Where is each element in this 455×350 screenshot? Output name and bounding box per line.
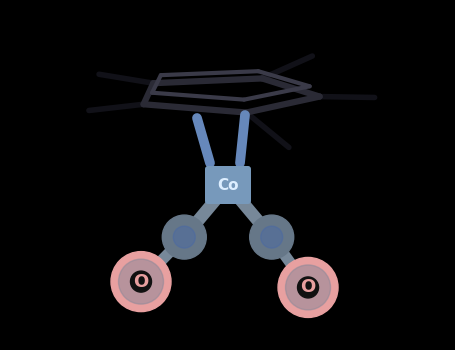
Circle shape [131,271,152,292]
Circle shape [261,226,283,248]
Text: O: O [133,273,149,290]
Text: O: O [300,279,316,296]
Circle shape [162,215,206,259]
Circle shape [173,226,195,248]
Circle shape [278,258,338,317]
Circle shape [118,259,163,304]
Text: Co: Co [217,177,239,192]
Circle shape [250,215,294,259]
Circle shape [111,252,171,312]
Circle shape [298,277,318,298]
FancyBboxPatch shape [205,166,251,204]
Circle shape [286,265,330,310]
